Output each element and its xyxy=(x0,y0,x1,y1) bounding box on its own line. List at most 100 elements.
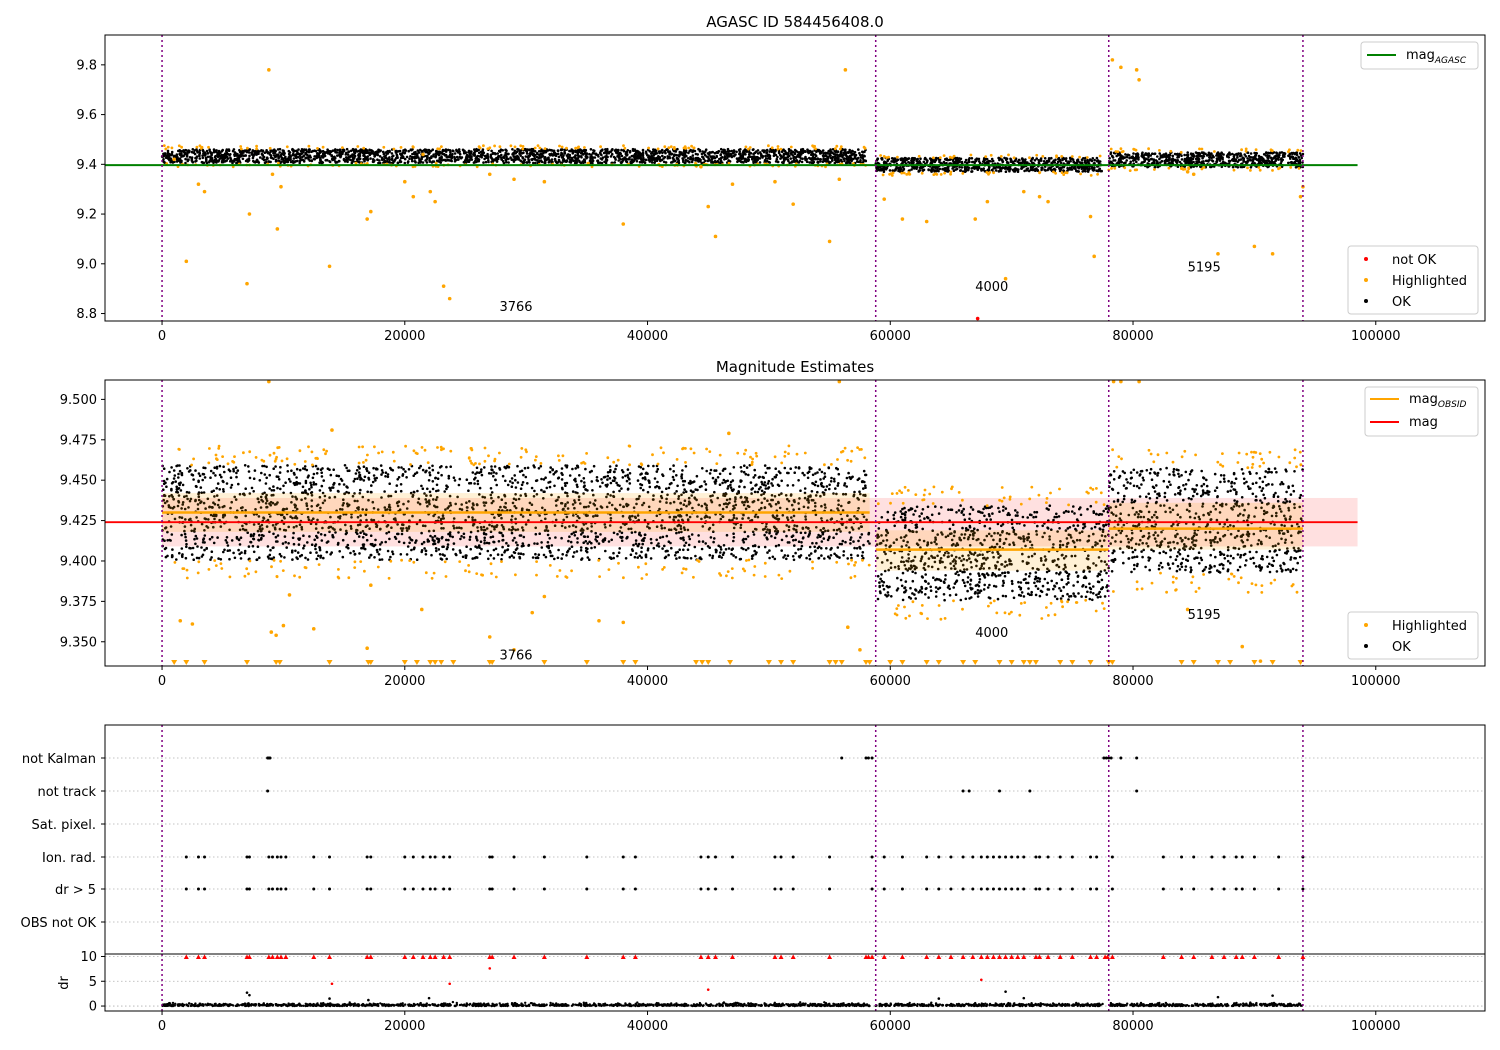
ok-point xyxy=(222,160,225,164)
ok-point xyxy=(667,540,671,543)
ok-point xyxy=(927,168,930,172)
ok-point xyxy=(428,151,431,155)
ok-point xyxy=(210,158,214,162)
ok-point xyxy=(308,154,312,158)
ok-point xyxy=(237,158,241,162)
ok-point xyxy=(767,160,771,164)
ok-point xyxy=(747,158,751,162)
ok-point xyxy=(388,150,391,154)
ok-point xyxy=(890,157,894,160)
ok-point xyxy=(557,155,561,159)
ok-point xyxy=(739,148,742,151)
ok-point xyxy=(581,152,585,156)
ok-point xyxy=(845,157,848,161)
ok-point xyxy=(549,153,552,156)
ok-point xyxy=(639,486,642,490)
ok-point xyxy=(201,149,205,153)
highlighted-point xyxy=(536,144,540,148)
ok-point xyxy=(807,151,810,155)
ok-point xyxy=(173,160,176,164)
ok-point xyxy=(1197,158,1200,162)
ok-point xyxy=(237,482,240,486)
ok-point xyxy=(1195,160,1198,163)
ok-point xyxy=(652,546,656,550)
ok-point xyxy=(810,152,814,156)
ok-point xyxy=(253,160,256,164)
ok-point xyxy=(876,166,880,170)
highlighted-point xyxy=(747,147,750,151)
ok-point xyxy=(433,534,437,538)
ok-point xyxy=(773,536,777,540)
ok-point xyxy=(453,157,457,161)
highlighted-point xyxy=(1041,155,1045,158)
highlighted-point xyxy=(1119,147,1123,151)
ok-point xyxy=(225,148,229,151)
highlighted-point xyxy=(770,146,774,150)
ok-point xyxy=(263,473,267,476)
ok-point xyxy=(280,152,284,155)
ok-point xyxy=(911,166,914,169)
ok-point xyxy=(293,160,296,164)
ok-point xyxy=(754,158,758,161)
ok-point xyxy=(672,158,675,161)
ok-point xyxy=(195,537,199,540)
ok-point xyxy=(1200,161,1203,165)
ok-point xyxy=(676,484,679,488)
ok-point xyxy=(1098,167,1101,171)
ok-point xyxy=(434,154,438,158)
ok-point xyxy=(1190,158,1193,162)
ok-point xyxy=(1239,158,1243,161)
ok-point xyxy=(204,156,208,160)
ok-point xyxy=(363,159,366,163)
ok-point xyxy=(798,155,801,159)
legend-label-sub: AGASC xyxy=(1434,56,1467,66)
ok-point xyxy=(170,153,173,157)
ok-point xyxy=(818,158,822,161)
ok-point xyxy=(245,149,249,152)
ok-point xyxy=(428,160,432,163)
ok-point xyxy=(178,469,182,473)
ok-point xyxy=(460,156,464,159)
ok-point xyxy=(982,160,986,163)
ok-point xyxy=(751,157,754,160)
ok-point xyxy=(675,557,678,560)
ok-point xyxy=(166,149,170,153)
ok-point xyxy=(491,158,494,161)
ok-point xyxy=(677,161,681,165)
legend-point-swatch xyxy=(1364,299,1368,303)
ok-point xyxy=(841,148,844,151)
ok-point xyxy=(339,155,342,159)
ok-point xyxy=(417,151,420,154)
ok-point xyxy=(553,557,556,561)
ok-point xyxy=(954,156,957,160)
ok-point xyxy=(1163,153,1167,156)
highlighted-point xyxy=(433,199,437,204)
ok-point xyxy=(506,483,510,487)
ok-point xyxy=(337,159,341,163)
ok-point xyxy=(449,150,452,154)
ok-point xyxy=(914,166,917,170)
ok-point xyxy=(723,155,727,158)
ok-point xyxy=(518,152,521,155)
ok-point xyxy=(717,150,721,153)
ok-point xyxy=(1039,159,1043,162)
ok-point xyxy=(444,148,448,151)
ok-point xyxy=(726,156,729,160)
ok-point xyxy=(487,557,490,561)
highlighted-point xyxy=(908,172,912,176)
ok-point xyxy=(691,158,694,162)
y-tick-label: 9.2 xyxy=(76,208,97,223)
highlighted-point xyxy=(882,155,886,158)
ok-point xyxy=(180,547,184,550)
ok-point xyxy=(326,152,330,155)
ok-point xyxy=(1133,158,1137,162)
highlighted-point xyxy=(942,154,946,158)
ok-point xyxy=(343,464,347,467)
ok-point xyxy=(461,148,465,152)
ok-point xyxy=(528,148,532,151)
ok-point xyxy=(574,467,577,470)
ok-point xyxy=(778,153,782,157)
ok-point xyxy=(776,160,780,164)
highlighted-point xyxy=(623,146,627,150)
ok-point xyxy=(355,469,359,472)
